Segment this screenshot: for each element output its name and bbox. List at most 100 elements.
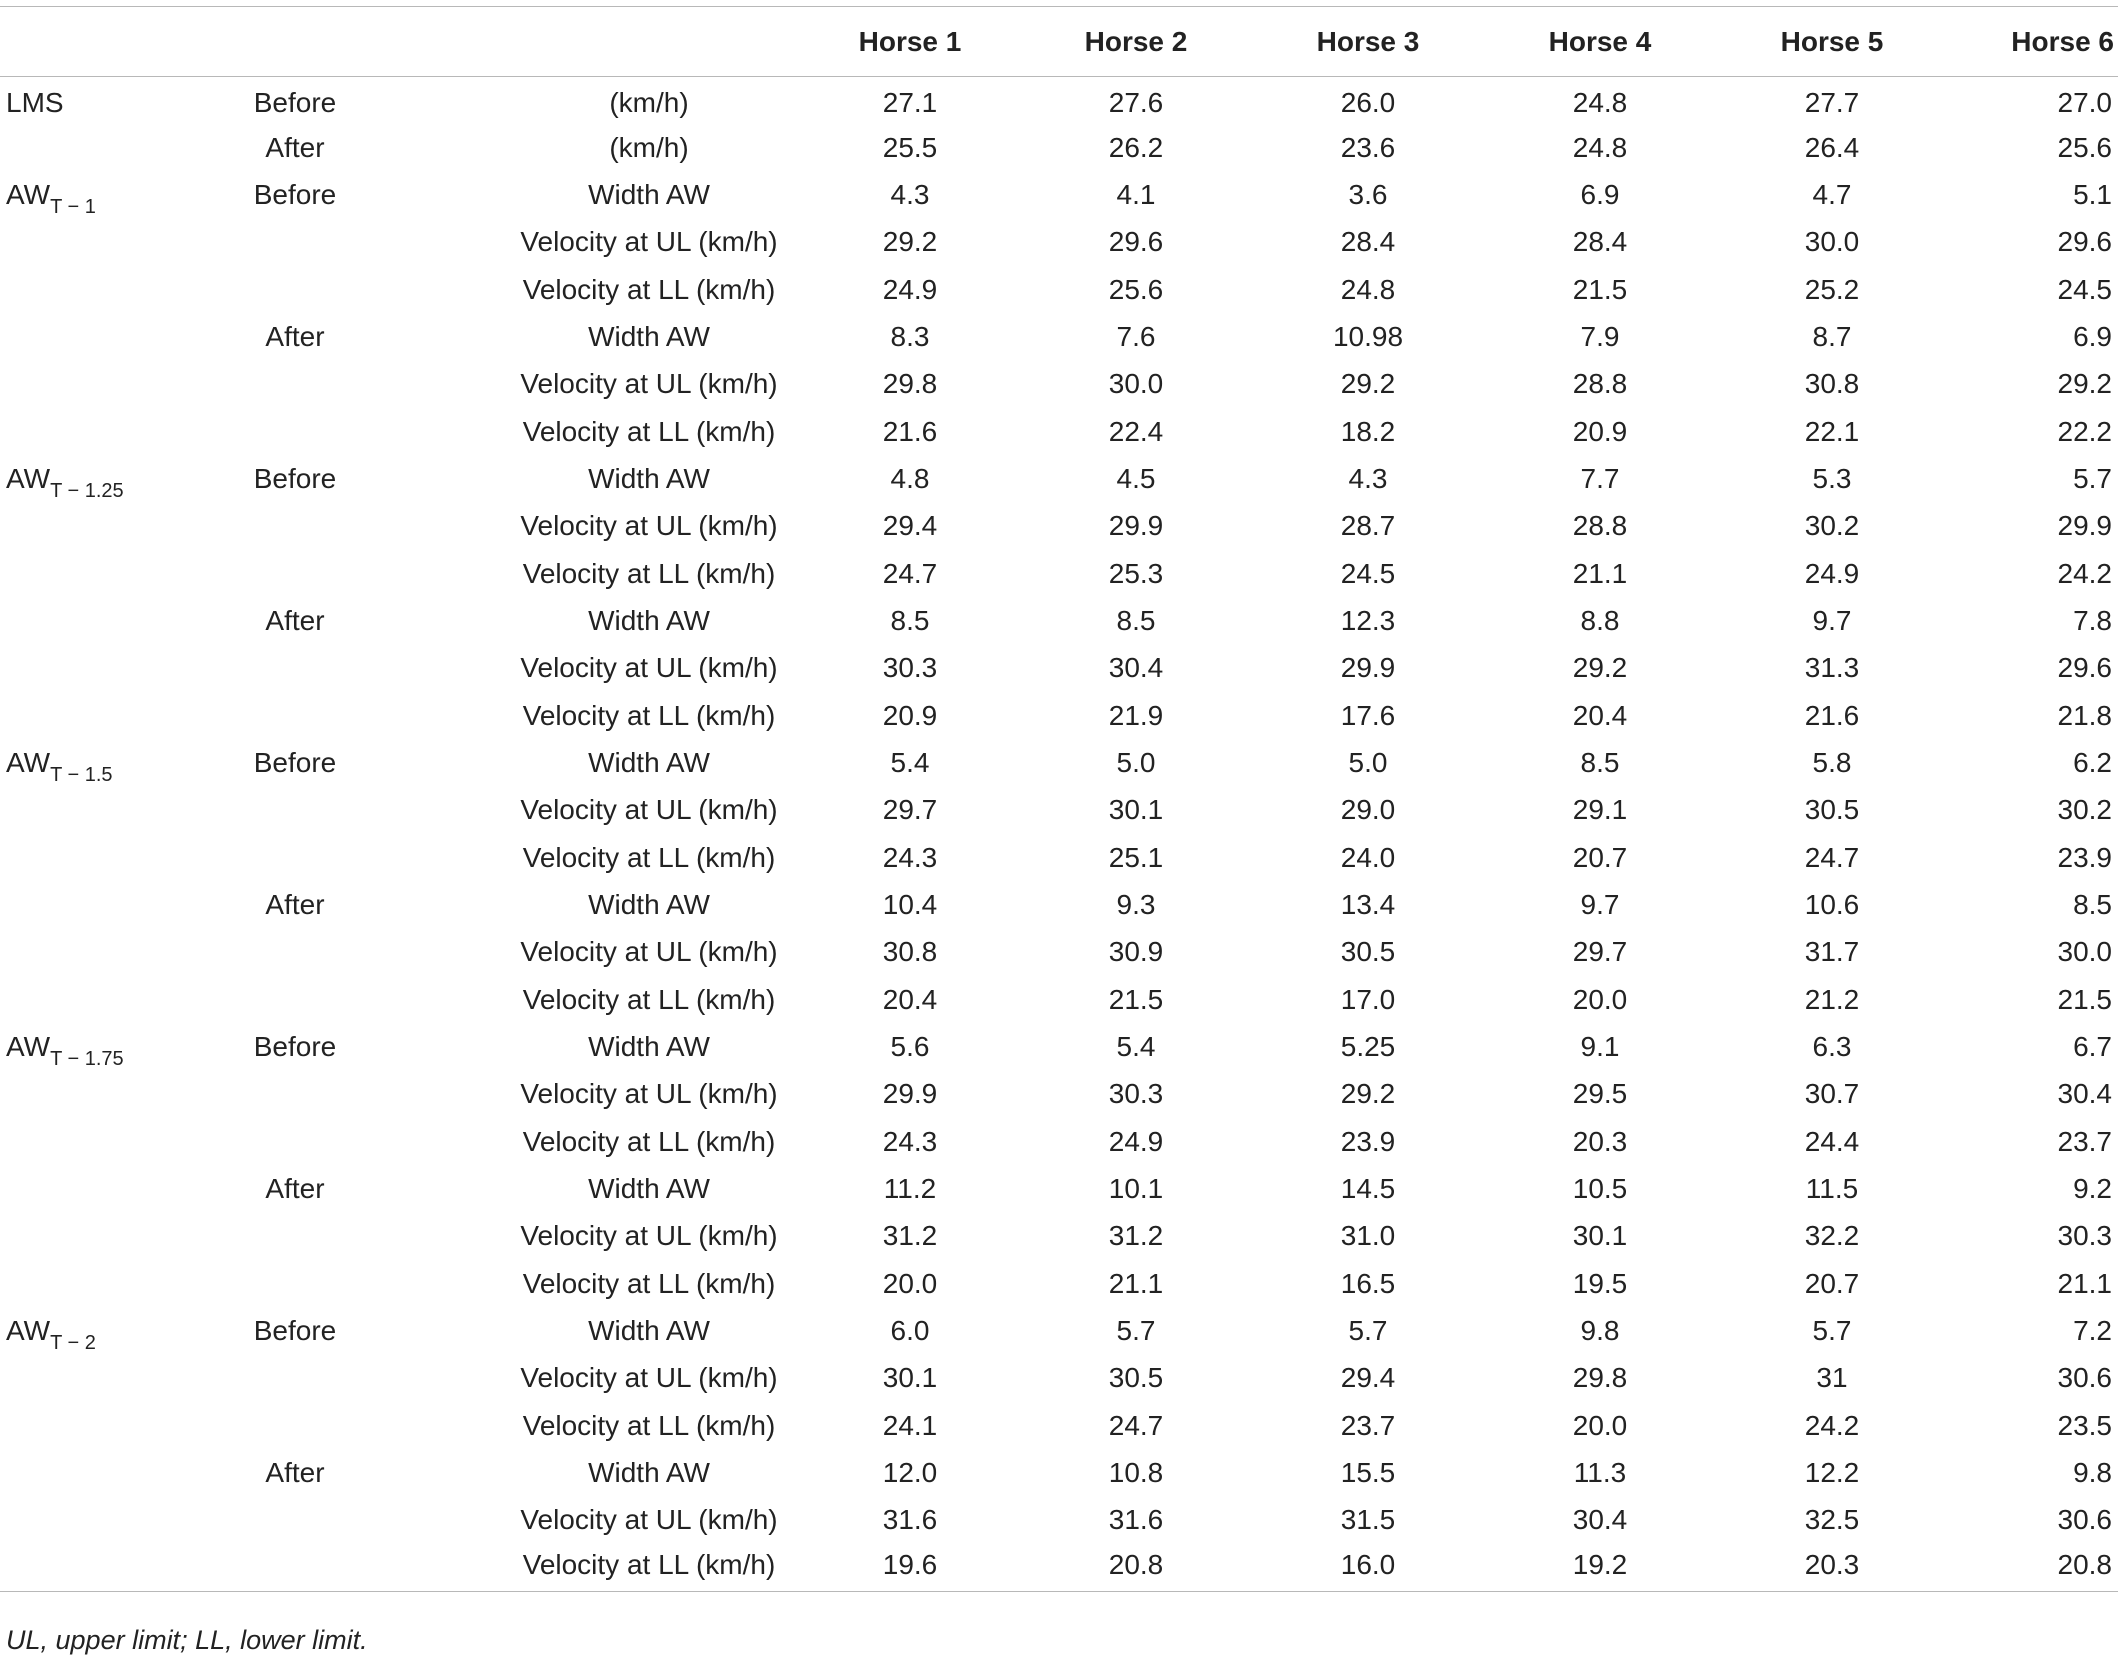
row-metric-label: Width AW (588, 889, 710, 921)
row-metric-label: Width AW (588, 746, 710, 778)
row-metric-label: Velocity at LL (km/h) (522, 1548, 776, 1580)
data-table: Horse 1 Horse 2 Horse 3 Horse 4 Horse 5 … (0, 6, 2118, 1593)
row-group-cell (0, 1213, 220, 1260)
row-stage-cell (220, 503, 370, 550)
row-stage-cell (220, 834, 370, 881)
table-row: After (km/h) 25.5 26.2 23.6 24.8 26.4 25.6 (0, 124, 2118, 171)
row-group-cell (0, 266, 220, 313)
value-cell-horse-6: 23.9 (2057, 841, 2113, 873)
value-cell-horse-2: 5.0 (1116, 746, 1156, 778)
table-row: After Width AW 8.3 7.6 10.98 7.9 8.7 6.9 (0, 313, 2118, 360)
table-row: After Width AW 8.5 8.5 12.3 8.8 9.7 7.8 (0, 597, 2118, 644)
value-cell-horse-4: 8.5 (1580, 746, 1620, 778)
row-metric-label: Velocity at UL (km/h) (520, 1362, 778, 1394)
value-cell-horse-2: 5.4 (1116, 1031, 1156, 1063)
row-stage-label: Before (253, 746, 337, 778)
table-row: Velocity at LL (km/h) 24.1 24.7 23.7 20.0 24.… (0, 1402, 2118, 1449)
row-metric-label: Velocity at LL (km/h) (522, 699, 776, 731)
value-cell-horse-2: 7.6 (1116, 320, 1156, 352)
table-row: Velocity at LL (km/h) 24.3 25.1 24.0 20.7 24.… (0, 834, 2118, 881)
value-cell-horse-1: 24.3 (882, 841, 938, 873)
row-group-cell (0, 1165, 220, 1212)
row-metric-label: Velocity at UL (km/h) (520, 1078, 778, 1110)
value-cell-horse-5: 21.2 (1804, 983, 1860, 1015)
value-cell-horse-3: 3.6 (1348, 178, 1388, 210)
row-group-label: LMS (6, 87, 64, 118)
value-cell-horse-1: 4.8 (890, 462, 930, 494)
row-metric-cell: (km/h) (370, 77, 800, 124)
row-stage-cell: Before (220, 77, 370, 124)
row-group-cell (0, 881, 220, 928)
value-cell-horse-1: 5.4 (890, 746, 930, 778)
value-cell-horse-2: 10.1 (1108, 1173, 1164, 1205)
table-row: Velocity at LL (km/h) 19.6 20.8 16.0 19.2 20.… (0, 1544, 2118, 1593)
value-cell-horse-3: 29.2 (1340, 1078, 1396, 1110)
value-cell-horse-1: 6.0 (890, 1315, 930, 1347)
value-cell-horse-3: 29.9 (1340, 652, 1396, 684)
row-metric-cell: Width AW (370, 1165, 800, 1212)
value-cell-horse-2: 30.3 (1108, 1078, 1164, 1110)
value-cell-horse-4: 24.8 (1572, 131, 1628, 163)
row-group-name: AW (6, 178, 51, 210)
row-group-cell (0, 645, 220, 692)
value-cell-horse-1: 8.3 (890, 320, 930, 352)
row-metric-label: Velocity at UL (km/h) (520, 226, 778, 258)
table-row: Velocity at LL (km/h) 21.6 22.4 18.2 20.9 22.… (0, 408, 2118, 455)
value-cell-horse-4: 30.1 (1572, 1220, 1628, 1252)
table-row: Velocity at UL (km/h) 29.4 29.9 28.7 28.8 30.… (0, 503, 2118, 550)
row-group-cell: AWT − 1 (0, 171, 220, 218)
value-cell-horse-6: 30.0 (2057, 936, 2113, 968)
table-row: AWT − 1.25 Before Width AW 4.8 4.5 4.3 7.7 5.3 5… (0, 455, 2118, 502)
row-metric-cell: (km/h) (370, 124, 800, 171)
value-cell-horse-4: 9.1 (1580, 1031, 1620, 1063)
row-metric-label: Velocity at LL (km/h) (522, 1409, 776, 1441)
value-cell-horse-1: 8.5 (890, 604, 930, 636)
value-cell-horse-6: 21.5 (2057, 983, 2113, 1015)
value-cell-horse-6: 5.7 (2073, 462, 2112, 494)
row-metric-cell: Width AW (370, 1307, 800, 1354)
value-cell-horse-4: 28.4 (1572, 226, 1628, 258)
row-stage-label: Before (253, 1031, 337, 1063)
header-cell (0, 6, 220, 77)
value-cell-horse-2: 30.4 (1108, 652, 1164, 684)
value-cell-horse-2: 25.1 (1108, 841, 1164, 873)
value-cell-horse-5: 30.2 (1804, 510, 1860, 542)
value-cell-horse-5: 31.7 (1804, 936, 1860, 968)
row-group-label: AWT − 1 (6, 178, 96, 218)
value-cell-horse-4: 20.0 (1572, 1409, 1628, 1441)
value-cell-horse-3: 29.0 (1340, 794, 1396, 826)
value-cell-horse-5: 31.3 (1804, 652, 1860, 684)
value-cell-horse-4: 7.7 (1580, 462, 1620, 494)
value-cell-horse-3: 30.5 (1340, 936, 1396, 968)
value-cell-horse-6: 29.6 (2057, 652, 2113, 684)
row-stage-cell (220, 1260, 370, 1307)
row-stage-label: Before (253, 178, 337, 210)
value-cell-horse-2: 27.6 (1108, 87, 1164, 119)
value-cell-horse-4: 19.2 (1484, 1544, 1716, 1593)
value-cell-horse-4: 28.8 (1572, 368, 1628, 400)
value-cell-horse-4: 29.2 (1572, 652, 1628, 684)
table-row: Velocity at LL (km/h) 24.7 25.3 24.5 21.1 24.… (0, 550, 2118, 597)
value-cell-horse-2: 29.9 (1108, 510, 1164, 542)
value-cell-horse-1: 21.6 (882, 415, 938, 447)
value-cell-horse-1: 20.4 (882, 983, 938, 1015)
value-cell-horse-6: 5.1 (2073, 178, 2112, 210)
row-metric-cell: Velocity at LL (km/h) (370, 1402, 800, 1449)
value-cell-horse-2: 30.0 (1108, 368, 1164, 400)
row-metric-label: Velocity at LL (km/h) (522, 415, 776, 447)
value-cell-horse-6: 24.2 (2057, 557, 2113, 589)
value-cell-horse-5: 24.9 (1804, 557, 1860, 589)
value-cell-horse-2: 31.2 (1108, 1220, 1164, 1252)
row-stage-label: Before (253, 87, 337, 119)
value-cell-horse-3: 29.4 (1340, 1362, 1396, 1394)
row-group-cell (0, 976, 220, 1023)
row-group-cell (0, 550, 220, 597)
value-cell-horse-4: 21.1 (1572, 557, 1628, 589)
table-row: Velocity at UL (km/h) 31.2 31.2 31.0 30.1 32.… (0, 1213, 2118, 1260)
row-group-cell (0, 361, 220, 408)
table-row: Velocity at LL (km/h) 20.9 21.9 17.6 20.4 21.… (0, 692, 2118, 739)
value-cell-horse-5: 30.8 (1804, 368, 1860, 400)
value-cell-horse-6: 23.7 (2057, 1125, 2113, 1157)
header-cell-horse-5: Horse 5 (1716, 6, 1948, 77)
row-group-subscript: T − 1.25 (50, 479, 124, 502)
